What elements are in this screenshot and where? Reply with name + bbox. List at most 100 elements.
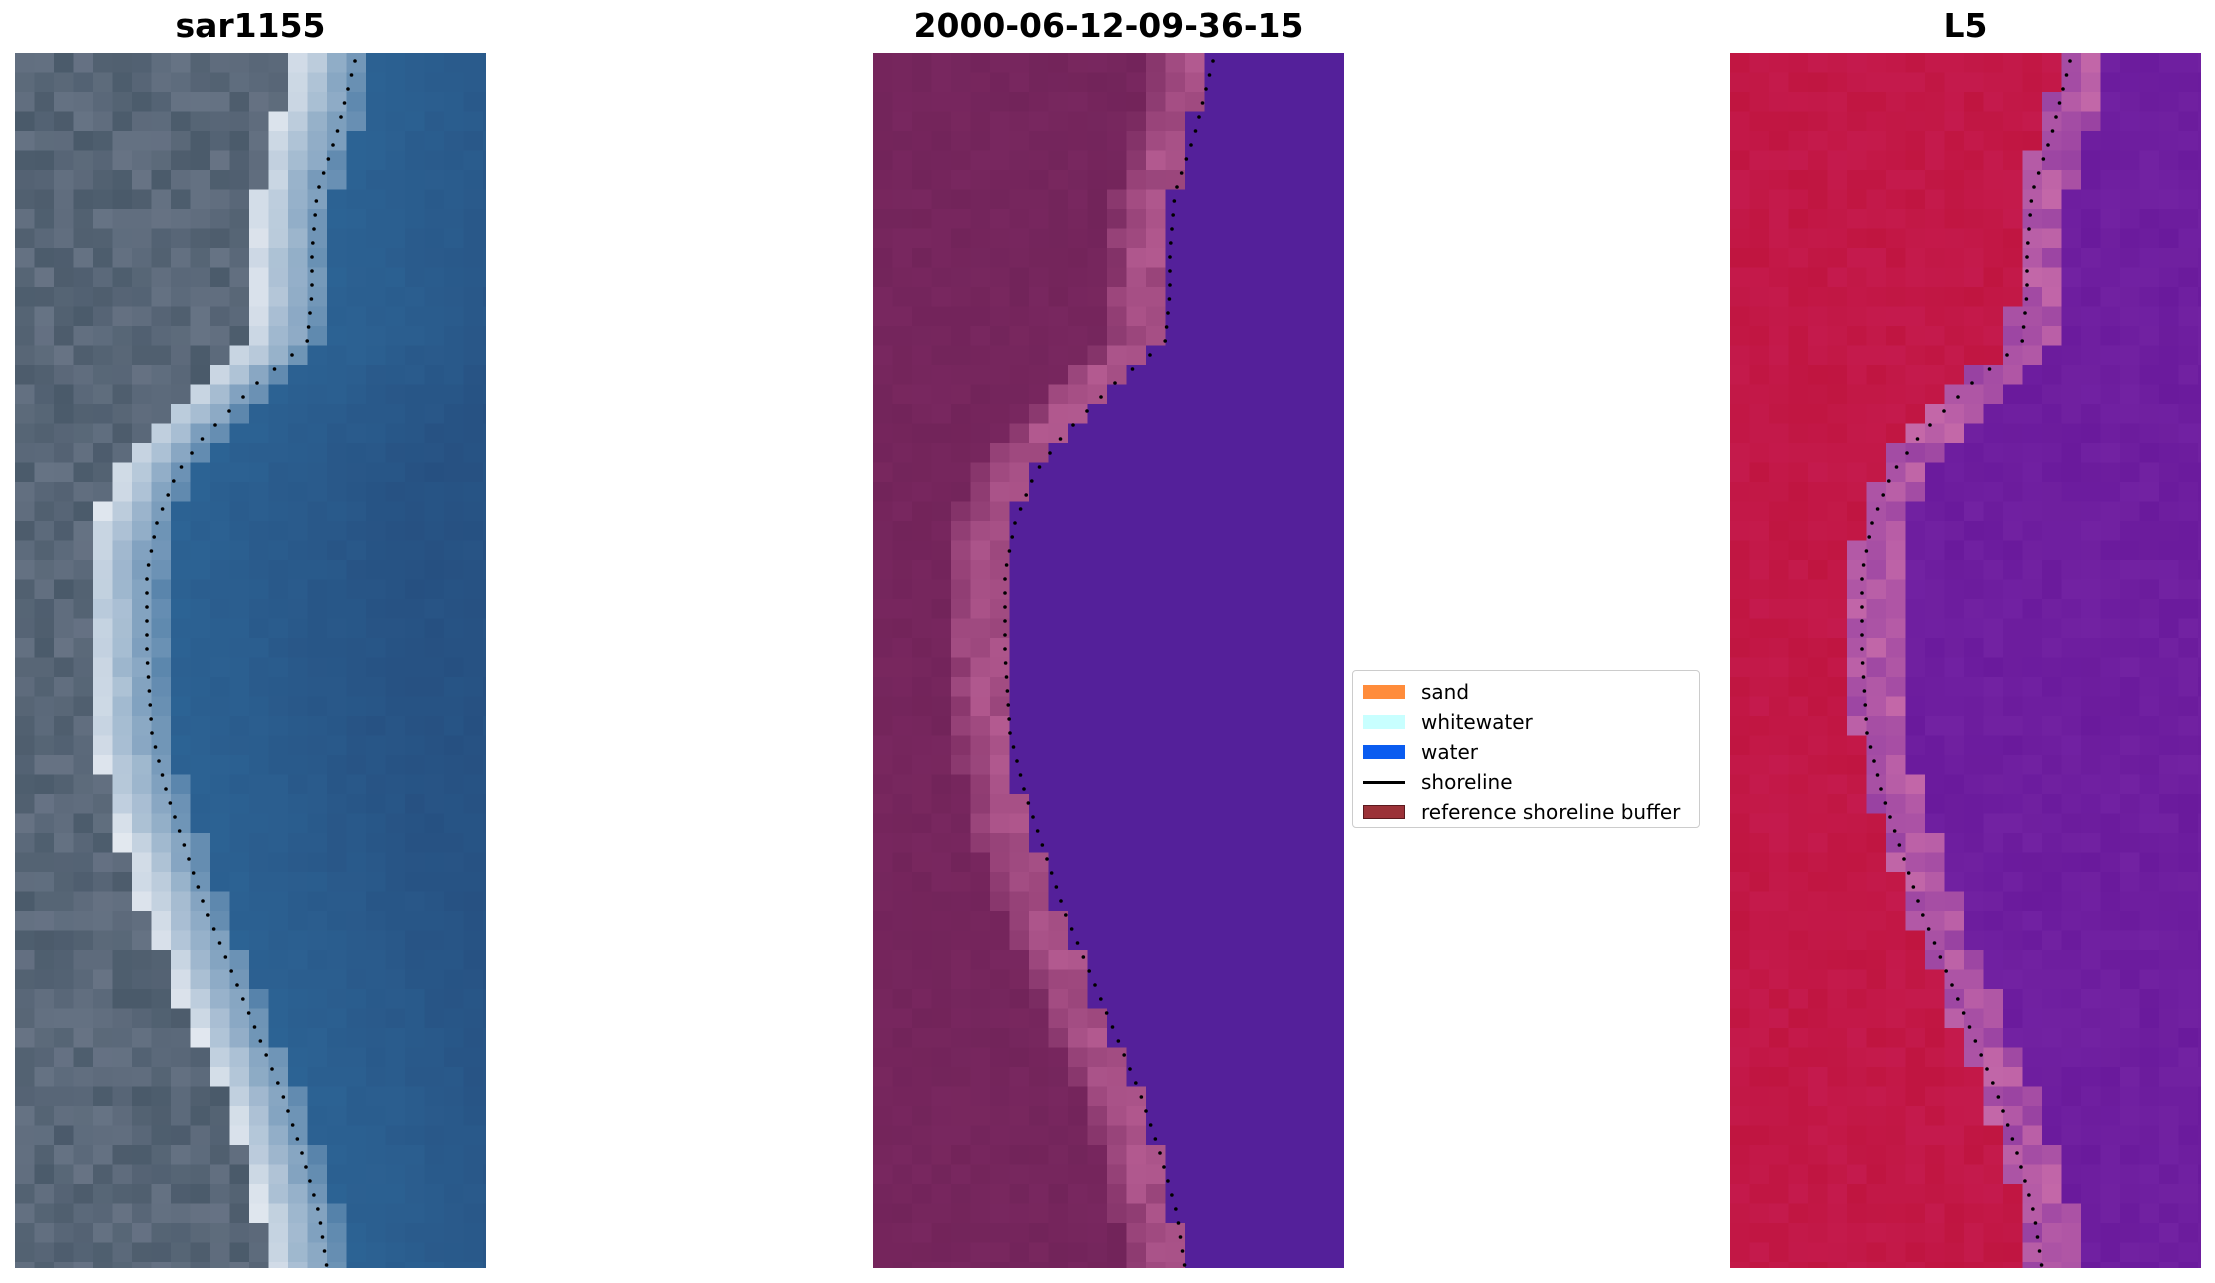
shoreline-dot: [1926, 927, 1931, 931]
shoreline-dot: [196, 885, 201, 889]
shoreline-dot: [1928, 423, 1932, 427]
shoreline-dot: [1026, 801, 1031, 805]
shoreline-dot: [1153, 1137, 1158, 1141]
shoreline-dot: [1003, 577, 1007, 581]
shoreline-dot: [1040, 843, 1045, 847]
index-image-panel: [1730, 53, 2201, 1268]
legend-label-whitewater: whitewater: [1421, 710, 1533, 734]
shoreline-dot: [1979, 1053, 1983, 1057]
shoreline-dot: [339, 115, 343, 119]
shoreline-dot: [1071, 423, 1075, 427]
shoreline-dot: [1178, 1235, 1183, 1239]
shoreline-dot: [1003, 619, 1007, 623]
sand-swatch: [1363, 685, 1405, 699]
shoreline-dot: [346, 87, 350, 91]
shoreline-dot: [145, 619, 149, 623]
shoreline-dot: [1058, 437, 1063, 441]
shoreline-dot: [206, 913, 210, 917]
shoreline-dot: [1003, 591, 1007, 595]
shoreline-dot: [1087, 969, 1091, 973]
shoreline-dot: [1054, 885, 1059, 889]
shoreline-dot: [1024, 493, 1028, 497]
shoreline-dot: [1905, 451, 1909, 455]
shoreline-dot: [310, 283, 314, 287]
shoreline-dot: [1932, 941, 1937, 945]
whitewater-swatch: [1363, 715, 1405, 729]
shoreline-dot: [1110, 1025, 1115, 1029]
shoreline-dot: [1189, 143, 1193, 147]
panel-title-index: L5: [1943, 6, 1988, 45]
shoreline-dot: [1148, 1123, 1153, 1127]
shoreline-dot: [2029, 199, 2034, 203]
shoreline-dot: [1170, 1193, 1174, 1197]
shoreline-dot: [2046, 143, 2050, 147]
shoreline-dot: [311, 241, 315, 245]
shoreline-dot: [177, 829, 182, 833]
shoreline-dot: [1163, 339, 1167, 343]
shoreline-dot: [2033, 1221, 2038, 1225]
shoreline-dot: [1175, 185, 1179, 189]
shoreline-dot: [2020, 339, 2024, 343]
shoreline-dot: [1003, 605, 1007, 609]
shoreline-dot: [1973, 1039, 1978, 1043]
shoreline-dot: [201, 899, 205, 903]
shoreline-dot: [150, 731, 154, 735]
shoreline-dot: [304, 1165, 308, 1169]
shoreline-dot: [149, 549, 154, 553]
shoreline-dot: [2031, 1207, 2035, 1211]
shoreline-dot: [1010, 535, 1014, 539]
shoreline-dot: [229, 969, 233, 973]
shoreline-dot: [241, 395, 245, 399]
shoreline-dot: [160, 773, 165, 777]
shoreline-dot: [1200, 101, 1205, 105]
shoreline-dot: [314, 199, 319, 203]
shoreline-dot: [1938, 955, 1943, 959]
shoreline-dot: [1003, 661, 1008, 665]
shoreline-dot: [1921, 913, 1925, 917]
shoreline-dot: [312, 1193, 316, 1197]
shoreline-dot: [1128, 1067, 1132, 1071]
shoreline-dot: [1870, 521, 1874, 525]
shoreline-dot: [2005, 353, 2009, 357]
shoreline-dot: [1987, 367, 1992, 371]
shoreline-dot: [1894, 465, 1899, 469]
shoreline-dot: [1879, 787, 1883, 791]
buffer-swatch: [1363, 805, 1405, 819]
shoreline-dot: [1116, 1039, 1121, 1043]
shoreline-dot: [160, 507, 165, 511]
shoreline-dot: [1915, 437, 1920, 441]
shoreline-dot: [1164, 325, 1169, 329]
shoreline-dot: [1184, 157, 1189, 161]
shoreline-dot: [1906, 871, 1911, 875]
shoreline-dot: [310, 269, 314, 273]
shoreline-dot: [145, 577, 149, 581]
shoreline-dot: [276, 1081, 280, 1085]
shoreline-dot: [145, 647, 149, 651]
shoreline-dot: [148, 703, 153, 707]
shoreline-dot: [1022, 787, 1026, 791]
shoreline-dot: [318, 1221, 323, 1225]
shoreline-dot: [1867, 535, 1871, 539]
shoreline-dot: [1099, 395, 1103, 399]
shoreline-dot: [2025, 269, 2029, 273]
shoreline-dot: [2041, 157, 2046, 161]
shoreline-dot: [2035, 1235, 2040, 1239]
shoreline-dot: [217, 941, 222, 945]
shoreline-dot: [1860, 577, 1864, 581]
shoreline-dot: [2064, 73, 2069, 77]
shoreline-dot: [320, 1235, 325, 1239]
shoreline-dot: [1860, 591, 1864, 595]
shoreline-dot: [2027, 227, 2031, 231]
shoreline-dot: [2021, 325, 2026, 329]
shoreline-dot: [353, 59, 357, 63]
legend-item-buffer: reference shoreline buffer: [1363, 797, 1689, 827]
shoreline-dot: [1868, 745, 1873, 749]
rgb-image-panel: [15, 53, 486, 1268]
shoreline-dot: [1180, 1249, 1185, 1253]
shoreline-dot: [1170, 227, 1174, 231]
shoreline-dot: [1860, 633, 1864, 637]
shoreline-dot: [1099, 997, 1103, 1001]
shoreline-dot: [324, 1263, 329, 1267]
shoreline-dot: [1211, 59, 1215, 63]
shoreline-dot: [1172, 199, 1177, 203]
